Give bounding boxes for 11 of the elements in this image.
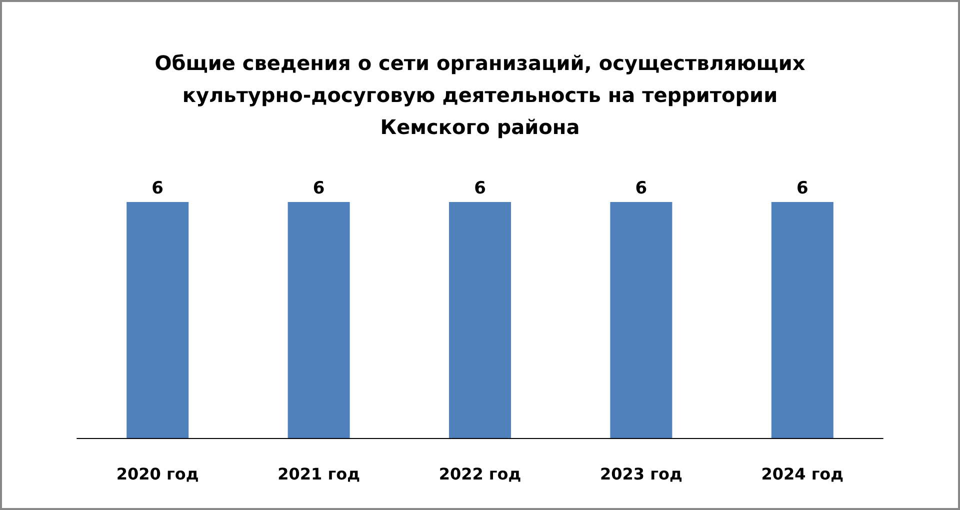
- data-label: 6: [152, 178, 164, 198]
- data-label: 6: [796, 178, 808, 198]
- x-tick-label: 2020 год: [116, 464, 199, 484]
- x-tick-label: 2021 год: [278, 464, 360, 484]
- data-label: 6: [474, 178, 486, 198]
- data-label: 6: [312, 178, 325, 198]
- x-tick-label: 2024 год: [761, 464, 844, 484]
- x-tick-label: 2023 год: [600, 464, 682, 484]
- x-tick-label: 2022 год: [438, 464, 522, 484]
- chart-title: Общие сведения о сети организаций, осуществляющих культурно-досуговую деятельность на территории Кемского района: [154, 51, 806, 139]
- data-label: 6: [635, 178, 648, 198]
